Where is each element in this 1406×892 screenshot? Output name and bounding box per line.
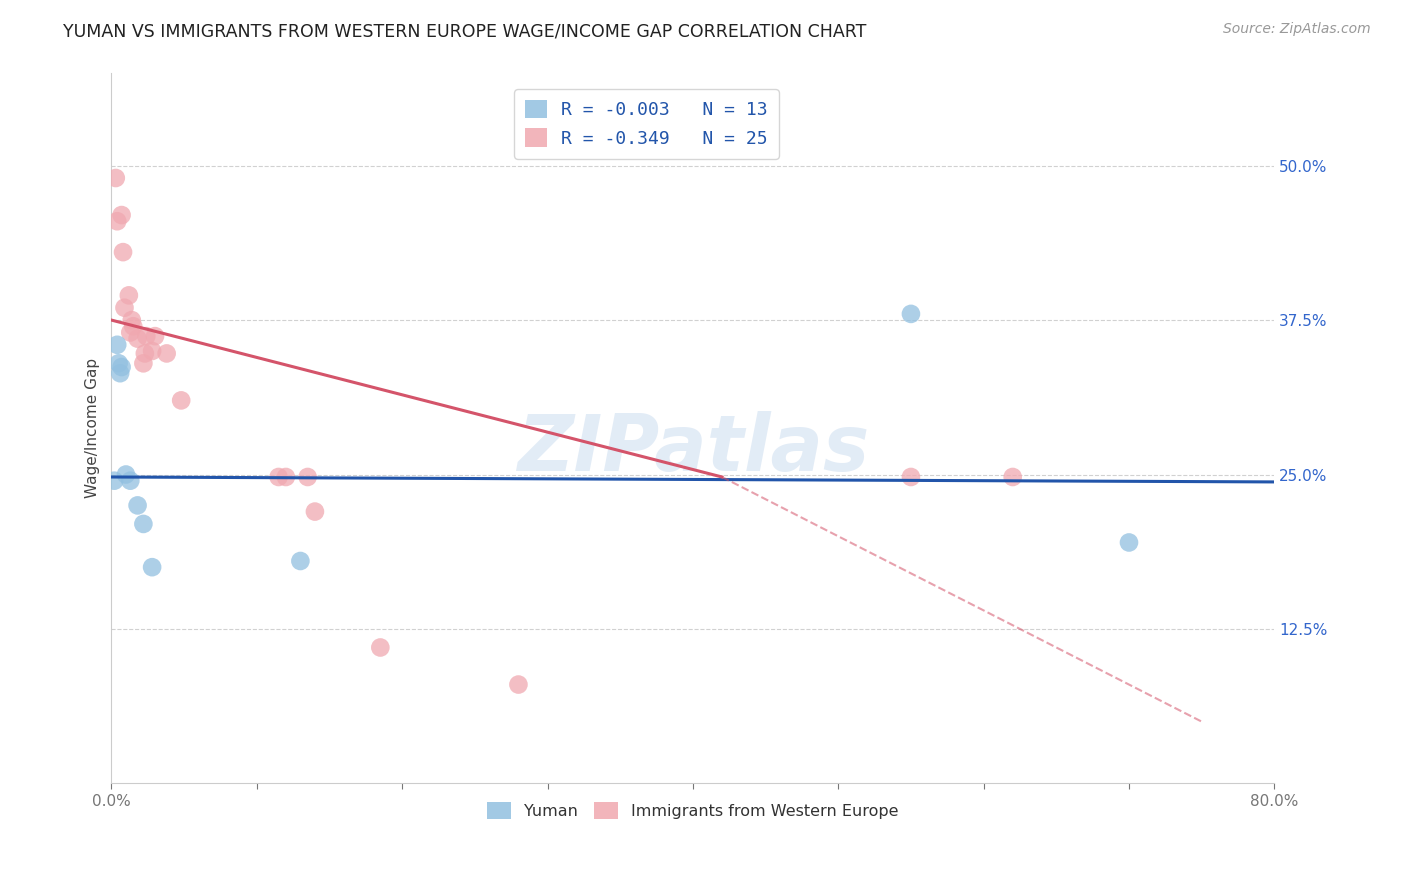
- Point: [370, 640, 392, 655]
- Point: [104, 171, 127, 186]
- Text: Source: ZipAtlas.com: Source: ZipAtlas.com: [1223, 22, 1371, 37]
- Point: [122, 319, 145, 334]
- Point: [156, 346, 179, 360]
- Point: [1001, 470, 1024, 484]
- Point: [112, 245, 135, 260]
- Point: [170, 393, 193, 408]
- Point: [134, 346, 156, 360]
- Point: [105, 338, 128, 352]
- Point: [115, 467, 138, 482]
- Point: [103, 474, 125, 488]
- Point: [141, 560, 163, 574]
- Point: [290, 554, 312, 568]
- Legend: Yuman, Immigrants from Western Europe: Yuman, Immigrants from Western Europe: [481, 796, 904, 825]
- Point: [110, 359, 132, 374]
- Point: [127, 332, 149, 346]
- Point: [267, 470, 290, 484]
- Text: YUMAN VS IMMIGRANTS FROM WESTERN EUROPE WAGE/INCOME GAP CORRELATION CHART: YUMAN VS IMMIGRANTS FROM WESTERN EUROPE …: [63, 22, 866, 40]
- Point: [135, 329, 157, 343]
- Point: [132, 356, 155, 370]
- Point: [127, 499, 149, 513]
- Point: [105, 214, 128, 228]
- Point: [1118, 535, 1140, 549]
- Point: [114, 301, 136, 315]
- Point: [121, 313, 143, 327]
- Point: [900, 470, 922, 484]
- Point: [508, 677, 530, 691]
- Point: [120, 326, 142, 340]
- Point: [132, 516, 155, 531]
- Point: [143, 329, 166, 343]
- Point: [900, 307, 922, 321]
- Point: [141, 343, 163, 358]
- Point: [297, 470, 319, 484]
- Point: [110, 208, 132, 222]
- Point: [120, 474, 142, 488]
- Point: [304, 505, 326, 519]
- Point: [107, 356, 129, 370]
- Text: ZIPatlas: ZIPatlas: [517, 411, 869, 488]
- Point: [108, 366, 131, 380]
- Point: [118, 288, 141, 302]
- Point: [274, 470, 297, 484]
- Y-axis label: Wage/Income Gap: Wage/Income Gap: [86, 358, 100, 499]
